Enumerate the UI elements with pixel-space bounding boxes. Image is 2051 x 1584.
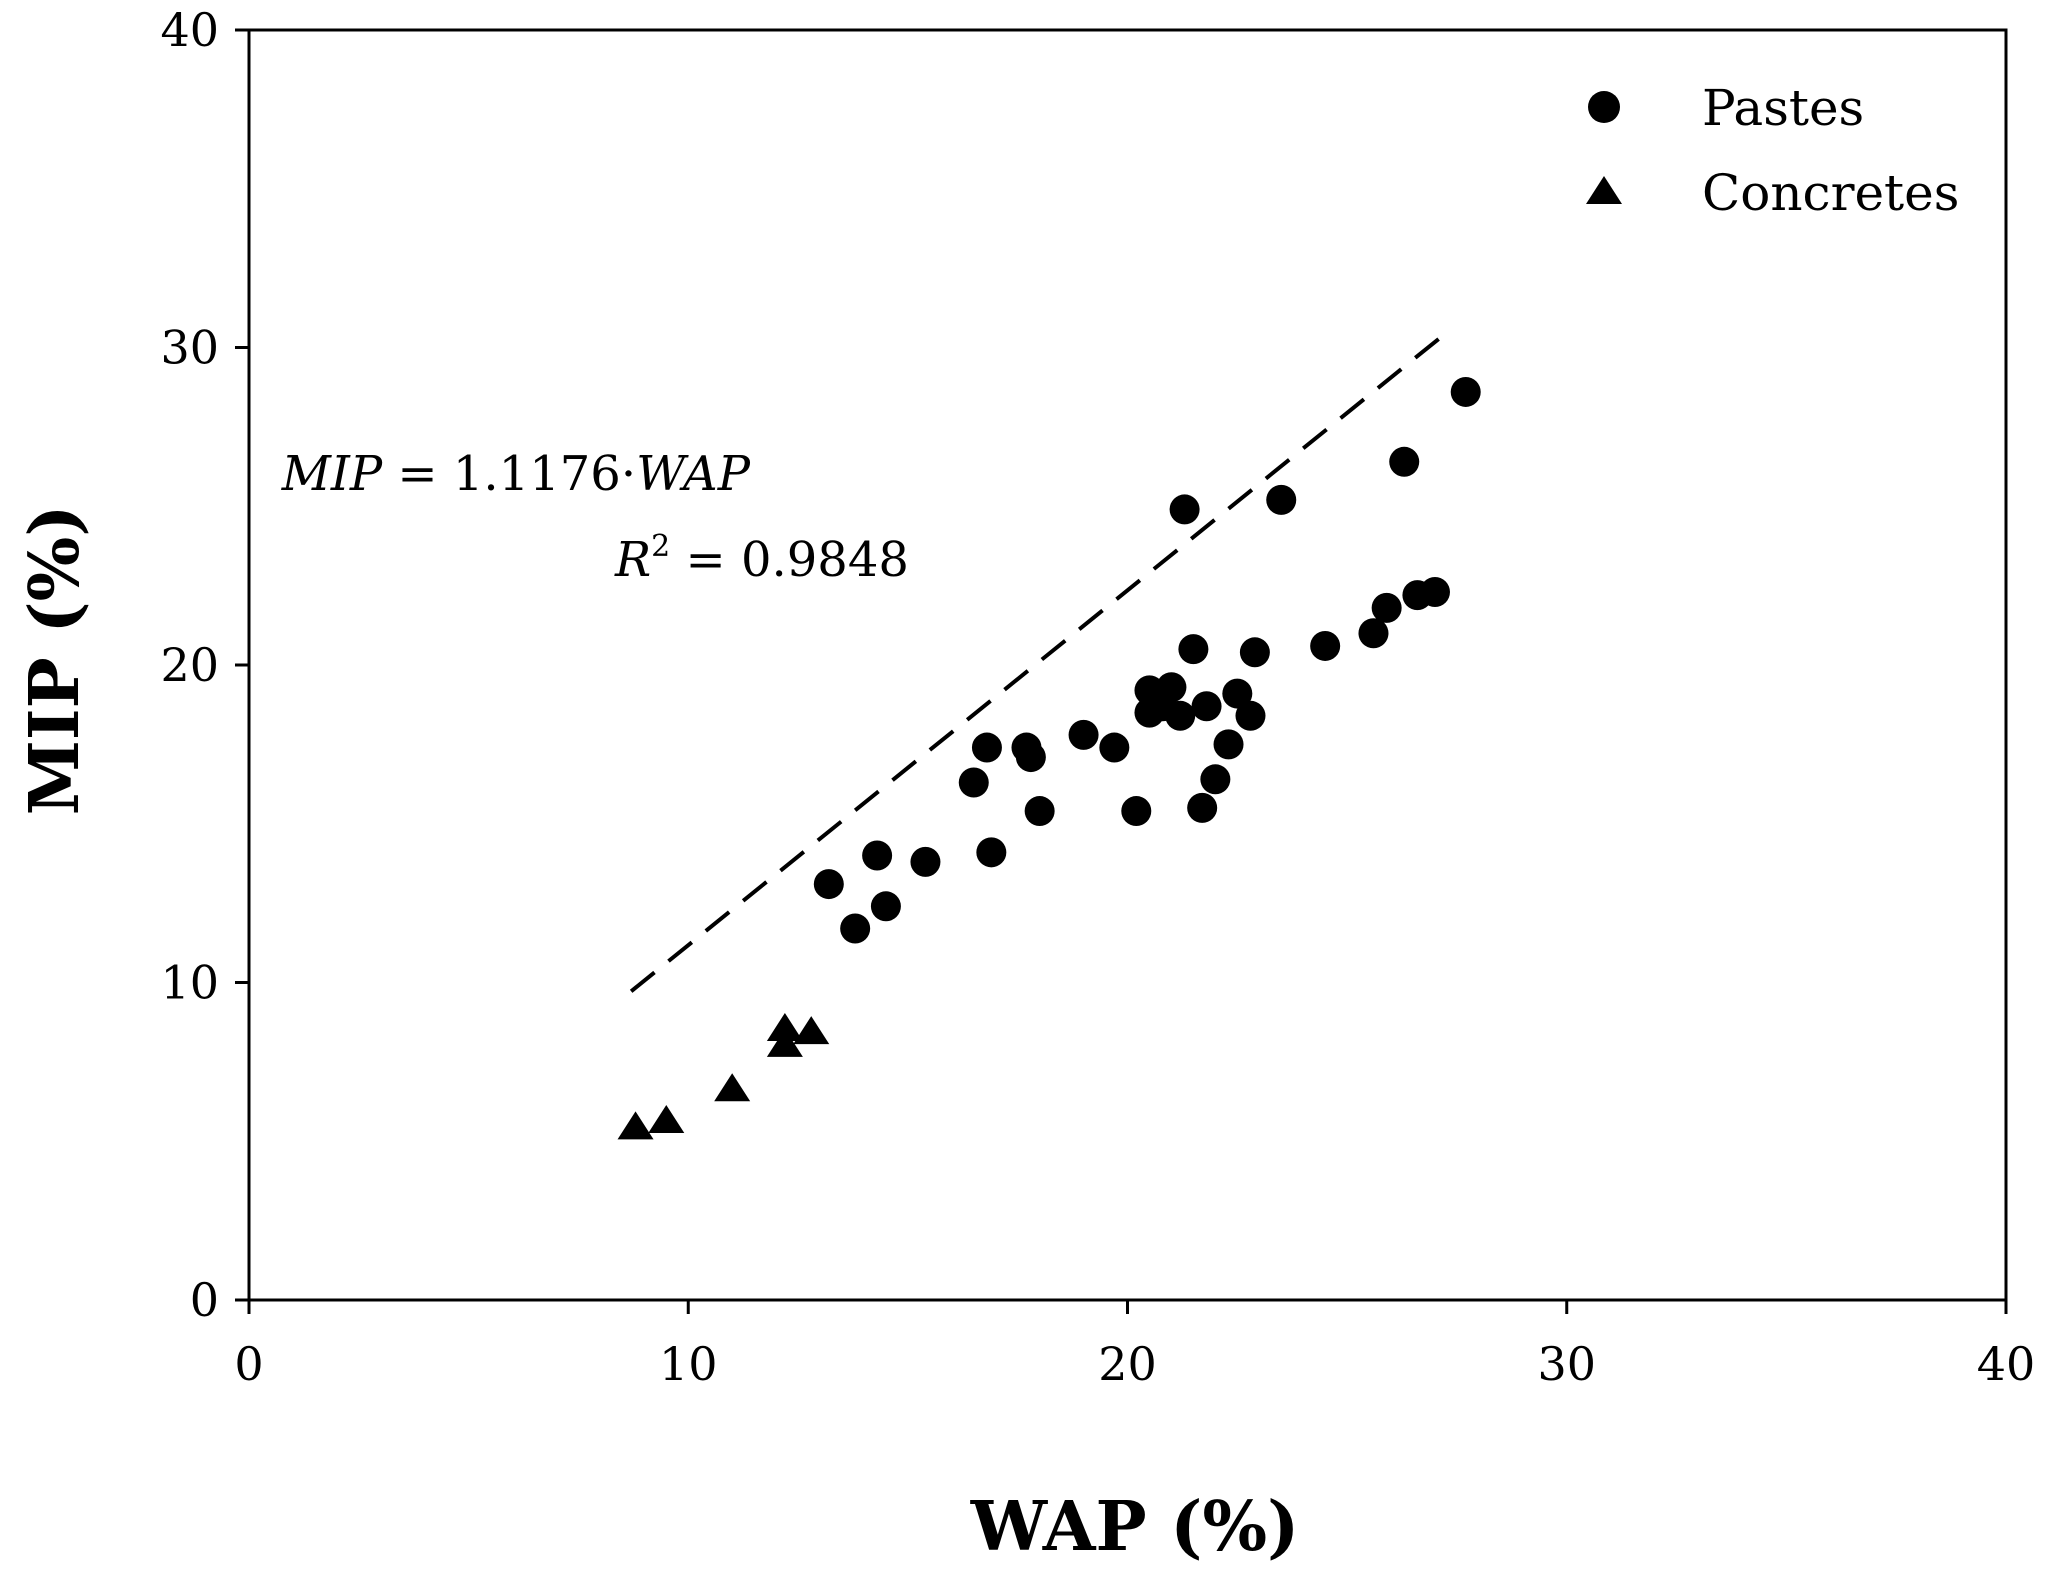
pastes-point [1200, 764, 1231, 795]
fit-line [629, 326, 1454, 993]
concretes-point [793, 1016, 830, 1045]
pastes-point [870, 891, 901, 922]
concretes-point [648, 1105, 685, 1134]
concretes-point [714, 1073, 751, 1102]
pastes-point [1239, 637, 1270, 668]
pastes-point [1187, 792, 1218, 823]
pastes-point [1222, 678, 1253, 709]
r-symbol: R [614, 532, 651, 588]
legend-concretes-label: Concretes [1702, 164, 1959, 222]
y-axis-title: MIP (%) [15, 505, 95, 816]
x-tick-label: 20 [1098, 1337, 1157, 1391]
pastes-point [1015, 742, 1046, 773]
pastes-point [958, 767, 989, 798]
legend-concretes-marker [1586, 176, 1622, 204]
pastes-point [862, 840, 893, 871]
legend-pastes-marker [1588, 91, 1620, 123]
data-points [617, 376, 1481, 1140]
pastes-point [1169, 494, 1200, 525]
pastes-point [1068, 719, 1099, 750]
x-tick-label: 30 [1537, 1337, 1596, 1391]
pastes-point [1165, 700, 1196, 731]
pastes-point [840, 913, 871, 944]
pastes-point [1099, 732, 1130, 763]
r-squared-annotation: R2 = 0.9848 [614, 529, 909, 588]
fit-line-group [629, 326, 1454, 993]
pastes-point [1178, 634, 1209, 665]
pastes-point [1213, 729, 1244, 760]
pastes-point [1310, 630, 1341, 661]
pastes-point [1371, 592, 1402, 623]
r-exponent: 2 [651, 529, 670, 564]
pastes-point [910, 846, 941, 877]
x-tick-label: 10 [659, 1337, 718, 1391]
r-value: = 0.9848 [670, 532, 909, 588]
concretes-point [617, 1111, 654, 1140]
y-tick-label: 0 [190, 1273, 219, 1327]
pastes-point [1266, 484, 1297, 515]
concretes-point [766, 1028, 803, 1057]
pastes-point [1450, 376, 1481, 407]
ticks: 0 10 20 30 40 0 10 20 30 40 [160, 3, 2035, 1391]
x-axis-title: WAP (%) [970, 1487, 1300, 1567]
concretes-point [766, 1012, 803, 1041]
pastes-point [1191, 691, 1222, 722]
equation-var2: WAP [636, 446, 751, 502]
pastes-point [1235, 700, 1266, 731]
legend: Pastes Concretes [1586, 79, 1959, 222]
legend-pastes-label: Pastes [1702, 79, 1864, 137]
y-tick-label: 30 [160, 321, 219, 375]
pastes-point [1419, 576, 1450, 607]
pastes-point [1121, 796, 1152, 827]
equation-rest: = 1.1176· [382, 446, 636, 502]
y-tick-label: 40 [160, 3, 219, 57]
pastes-point [1024, 796, 1055, 827]
x-tick-label: 40 [1977, 1337, 2036, 1391]
pastes-point [813, 869, 844, 900]
y-tick-label: 20 [160, 638, 219, 692]
equation-annotation: MIP = 1.1176·WAP [281, 446, 751, 502]
pastes-point [971, 732, 1002, 763]
equation-var: MIP [281, 446, 383, 502]
pastes-point [1389, 446, 1420, 477]
y-tick-label: 10 [160, 956, 219, 1010]
pastes-point [1358, 618, 1389, 649]
pastes-point [1156, 672, 1187, 703]
x-tick-label: 0 [234, 1337, 263, 1391]
pastes-point [976, 837, 1007, 868]
